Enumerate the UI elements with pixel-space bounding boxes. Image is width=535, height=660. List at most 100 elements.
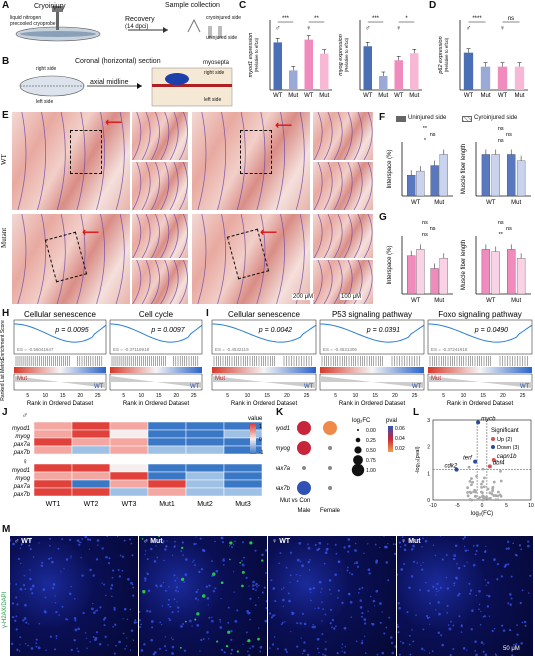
panel-label-k: K bbox=[276, 407, 284, 418]
dapi-nucleus bbox=[81, 574, 84, 577]
heatmap-cell bbox=[71, 479, 111, 489]
myosepta-line bbox=[141, 260, 151, 304]
panel-f-legend-cryo: Cyroinjured side bbox=[474, 115, 518, 121]
dapi-nucleus bbox=[183, 581, 186, 583]
dapi-nucleus bbox=[165, 649, 168, 652]
dapi-nucleus bbox=[198, 570, 201, 574]
y-axis-sublabel: (Relative to ef1α) bbox=[444, 37, 449, 72]
dapi-nucleus bbox=[176, 577, 178, 579]
dapi-nucleus bbox=[73, 638, 76, 642]
dapi-nucleus bbox=[15, 615, 18, 618]
panel-e-mut-female-overview bbox=[192, 214, 310, 304]
dapi-nucleus bbox=[161, 541, 165, 544]
dapi-nucleus bbox=[325, 641, 327, 643]
volcano-point bbox=[466, 494, 470, 498]
dapi-nucleus bbox=[76, 539, 80, 543]
gsea-xlabel: Rank in Ordered Dataset bbox=[27, 401, 94, 407]
dapi-nucleus bbox=[435, 594, 437, 596]
dapi-nucleus bbox=[96, 609, 99, 612]
bar bbox=[430, 268, 439, 295]
x-tick-label: WT bbox=[411, 200, 421, 206]
dapi-nucleus bbox=[214, 540, 216, 543]
myosepta-line bbox=[323, 214, 333, 258]
panel-b-left-side2: left side bbox=[204, 97, 222, 103]
dapi-nucleus bbox=[227, 606, 230, 609]
dapi-nucleus bbox=[27, 644, 29, 647]
volcano-sig-point bbox=[476, 420, 481, 425]
heatmap-legend-bar bbox=[250, 424, 256, 454]
y-axis-label: Interspace (%) bbox=[387, 149, 393, 188]
dapi-nucleus bbox=[302, 649, 306, 653]
bar bbox=[409, 53, 419, 90]
gsea-plot: Cell cycle p = 0.0097 ES = -0.37116918 WT 5 1… bbox=[109, 310, 203, 407]
dapi-nucleus bbox=[86, 538, 90, 541]
dapi-nucleus bbox=[337, 589, 341, 592]
dapi-nucleus bbox=[177, 606, 180, 609]
dapi-nucleus bbox=[509, 603, 512, 606]
dapi-nucleus bbox=[153, 651, 157, 654]
dapi-nucleus bbox=[35, 642, 38, 645]
dapi-nucleus bbox=[154, 540, 156, 543]
panel-m-channel-label: γ-H2AX/DAPI bbox=[2, 591, 8, 628]
dapi-nucleus bbox=[164, 636, 167, 638]
dapi-nucleus bbox=[279, 552, 282, 555]
myosepta-line bbox=[150, 112, 160, 160]
volcano-sig-point bbox=[487, 464, 492, 469]
h2ax-focus bbox=[241, 570, 245, 574]
dapi-nucleus bbox=[174, 579, 177, 582]
tissue-texture bbox=[132, 112, 188, 160]
x-tick-label: WT bbox=[363, 93, 373, 99]
dapi-nucleus bbox=[289, 551, 293, 554]
dapi-nucleus bbox=[510, 597, 513, 600]
heatmap-row-label: pax7a bbox=[13, 442, 31, 448]
dapi-nucleus bbox=[95, 631, 99, 634]
x-tick-label: WT bbox=[486, 200, 496, 206]
panel-label-m: M bbox=[2, 524, 11, 535]
gsea-xtick: 25 bbox=[95, 393, 101, 399]
dapi-nucleus bbox=[155, 545, 157, 547]
panel-e-scale-100: 100 μM bbox=[340, 294, 363, 300]
volcano-point bbox=[468, 498, 472, 501]
dapi-nucleus bbox=[96, 539, 100, 542]
dapi-nucleus bbox=[519, 601, 522, 605]
tissue-texture bbox=[17, 214, 125, 304]
dapi-nucleus bbox=[265, 607, 267, 610]
gsea-es-frame bbox=[13, 319, 107, 355]
dapi-nucleus bbox=[526, 544, 530, 548]
myosepta-line bbox=[363, 260, 373, 304]
dapi-nucleus bbox=[322, 653, 324, 656]
dapi-nucleus bbox=[441, 558, 444, 561]
dapi-nucleus bbox=[295, 573, 298, 576]
gsea-es-frame bbox=[427, 319, 533, 355]
panel-b-right-side2: right side bbox=[204, 70, 225, 76]
dapi-nucleus bbox=[270, 579, 273, 582]
dapi-nucleus bbox=[308, 569, 311, 571]
volcano-point bbox=[467, 465, 471, 469]
dotplot-legend-dot bbox=[354, 446, 362, 454]
dapi-nucleus bbox=[29, 587, 33, 591]
dapi-nucleus bbox=[398, 653, 401, 656]
dapi-nucleus bbox=[106, 536, 109, 538]
sig-label: ** bbox=[314, 16, 319, 22]
heatmap-cell bbox=[147, 437, 187, 447]
dapi-nucleus bbox=[491, 629, 494, 633]
panel-e-roi-box bbox=[70, 130, 102, 174]
sig-label: ns bbox=[430, 132, 436, 138]
dapi-nucleus bbox=[309, 559, 311, 561]
myosepta-line bbox=[178, 112, 188, 160]
heatmap-cell bbox=[71, 471, 111, 481]
dapi-nucleus bbox=[14, 619, 17, 622]
gsea-xtick: 10 bbox=[461, 393, 467, 399]
dapi-nucleus bbox=[454, 544, 458, 547]
dapi-nucleus bbox=[201, 548, 205, 552]
panel-b-axial-midline: axial midline bbox=[90, 79, 129, 86]
dapi-nucleus bbox=[313, 625, 316, 629]
dapi-nucleus bbox=[346, 566, 349, 569]
dapi-nucleus bbox=[129, 649, 132, 651]
h2ax-focus bbox=[261, 559, 264, 562]
dapi-nucleus bbox=[463, 564, 466, 568]
dapi-nucleus bbox=[258, 627, 260, 629]
dapi-nucleus bbox=[344, 645, 347, 648]
dapi-nucleus bbox=[233, 544, 235, 546]
